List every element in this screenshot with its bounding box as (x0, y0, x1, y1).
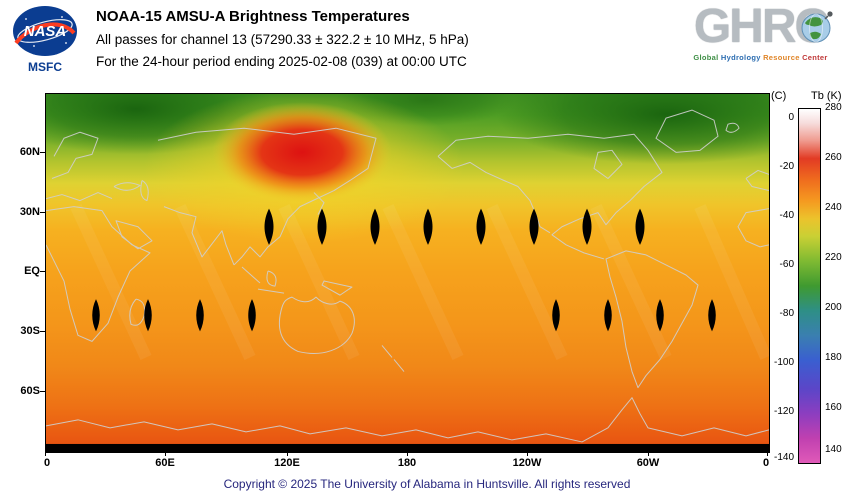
x-axis-label-0e: 0 (43, 457, 51, 469)
x-axis-tick (527, 452, 528, 456)
satellite-icon (827, 11, 833, 17)
y-axis-tick (40, 391, 45, 392)
colorbar-c-60: -60 (779, 259, 794, 270)
y-axis-label-eq: EQ (24, 265, 40, 277)
ghrc-logo: GHRC Global Hydrology Resource Center (673, 2, 848, 62)
y-axis-tick (40, 212, 45, 213)
msfc-label: MSFC (28, 60, 62, 74)
page-title: NOAA-15 AMSU-A Brightness Temperatures (96, 8, 410, 25)
colorbar-k-280: 280 (825, 102, 842, 113)
x-axis-label-120e: 120E (274, 457, 300, 469)
nasa-wordmark: NASA (24, 23, 67, 40)
ghrc-tagline: Global Hydrology Resource Center (673, 53, 848, 62)
colorbar-c-100: -100 (773, 357, 794, 368)
x-axis-tick (287, 452, 288, 456)
colorbar-k-260: 260 (825, 152, 842, 163)
colorbar-c-40: -40 (779, 210, 794, 221)
footer-copyright: Copyright © 2025 The University of Alaba… (223, 477, 631, 491)
colorbar-c-20: -20 (779, 161, 794, 172)
x-axis-label-60w: 60W (636, 457, 660, 469)
nasa-red-swoosh (14, 22, 76, 45)
colorbar-c-0: 0 (788, 112, 794, 123)
brightness-temperature-map (45, 93, 770, 453)
warm-anomaly (144, 94, 464, 243)
colorbar-c-120: -120 (773, 406, 794, 417)
colorbar-c-80: -80 (779, 308, 794, 319)
colorbar-k-240: 240 (825, 202, 842, 213)
colorbar-k-200: 200 (825, 302, 842, 313)
y-axis-tick (40, 331, 45, 332)
colorbar-k-220: 220 (825, 252, 842, 263)
title-block: NOAA-15 AMSU-A Brightness Temperatures A… (96, 8, 656, 76)
tagline-word-resource: Resource (763, 53, 800, 62)
tagline-word-hydrology: Hydrology (720, 53, 761, 62)
data-gap-lenses-30s (92, 299, 716, 332)
colorbar-k-160: 160 (825, 402, 842, 413)
colorbar-c-140: -140 (773, 452, 794, 463)
x-axis-label-120w: 120W (512, 457, 542, 469)
y-axis-label-30s: 30S (20, 325, 40, 337)
x-axis-tick (45, 452, 46, 456)
data-gap-lenses-30n (264, 208, 645, 245)
colorbar-celsius-unit: (C) (771, 90, 787, 102)
nasa-meatball (13, 6, 77, 56)
x-axis-label-180: 180 (397, 457, 417, 469)
x-axis-tick (407, 452, 408, 456)
map-canvas (46, 94, 769, 452)
tagline-word-global: Global (693, 53, 719, 62)
y-axis-label-30n: 30N (19, 206, 40, 218)
globe-icon (801, 11, 833, 43)
nasa-logo: NASA (13, 6, 77, 56)
ghrc-letters-ghr: GHR (693, 0, 797, 53)
colorbar-kelvin-unit: Tb (K) (811, 90, 842, 102)
coastlines (46, 109, 769, 443)
colorbar-k-180: 180 (825, 352, 842, 363)
south-edge-no-data-strip (46, 443, 769, 452)
x-axis-tick (165, 452, 166, 456)
y-axis-label-60s: 60S (20, 385, 40, 397)
x-axis-label-0w: 0 (762, 457, 770, 469)
tagline-word-center: Center (802, 53, 828, 62)
y-axis-tick (40, 271, 45, 272)
orbit-swath-seams (70, 204, 769, 361)
ghrc-wordmark: GHRC (693, 0, 833, 53)
x-axis-label-60e: 60E (155, 457, 175, 469)
colorbar-k-140: 140 (825, 444, 842, 455)
y-axis-tick (40, 152, 45, 153)
y-axis-label-60n: 60N (19, 146, 40, 158)
channel-subtitle: All passes for channel 13 (57290.33 ± 32… (96, 32, 469, 47)
x-axis-tick (767, 452, 768, 456)
x-axis-tick (648, 452, 649, 456)
period-line: For the 24-hour period ending 2025-02-08… (96, 54, 467, 69)
colorbar-gradient (798, 108, 821, 464)
